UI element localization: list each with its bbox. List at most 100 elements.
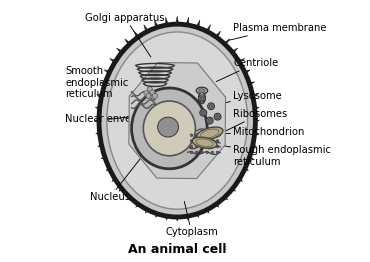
Polygon shape xyxy=(117,48,123,54)
Polygon shape xyxy=(252,94,258,97)
Polygon shape xyxy=(196,213,199,217)
Polygon shape xyxy=(176,16,179,24)
Ellipse shape xyxy=(199,95,205,102)
Ellipse shape xyxy=(143,101,195,156)
Polygon shape xyxy=(186,216,189,220)
Text: An animal cell: An animal cell xyxy=(128,243,226,256)
Ellipse shape xyxy=(206,145,208,148)
Text: Nucleus: Nucleus xyxy=(90,155,143,203)
Ellipse shape xyxy=(211,140,213,142)
Ellipse shape xyxy=(144,91,149,96)
Polygon shape xyxy=(255,106,259,110)
Polygon shape xyxy=(136,203,139,207)
Polygon shape xyxy=(206,25,211,32)
Polygon shape xyxy=(215,203,219,207)
Ellipse shape xyxy=(208,119,212,122)
Text: Lysosome: Lysosome xyxy=(224,91,282,103)
Ellipse shape xyxy=(200,97,204,100)
Polygon shape xyxy=(125,39,131,45)
Polygon shape xyxy=(154,20,158,28)
Ellipse shape xyxy=(195,151,198,154)
Ellipse shape xyxy=(147,87,152,92)
Ellipse shape xyxy=(208,103,215,110)
Ellipse shape xyxy=(196,87,208,94)
Ellipse shape xyxy=(190,140,193,142)
Ellipse shape xyxy=(99,24,255,217)
Ellipse shape xyxy=(107,32,248,209)
Polygon shape xyxy=(176,217,179,221)
Polygon shape xyxy=(165,216,168,220)
Ellipse shape xyxy=(216,151,219,154)
Polygon shape xyxy=(96,132,100,135)
Polygon shape xyxy=(144,25,149,32)
Polygon shape xyxy=(196,20,200,28)
Text: Smooth
endoplasmic
reticulum: Smooth endoplasmic reticulum xyxy=(65,66,134,99)
Text: Golgi apparatus: Golgi apparatus xyxy=(85,13,165,57)
Polygon shape xyxy=(110,58,116,63)
Ellipse shape xyxy=(216,115,219,118)
Ellipse shape xyxy=(200,95,204,101)
Polygon shape xyxy=(98,144,102,147)
Ellipse shape xyxy=(214,113,221,120)
Text: Mitochondrion: Mitochondrion xyxy=(226,127,305,137)
Ellipse shape xyxy=(195,134,198,137)
Polygon shape xyxy=(95,106,100,110)
Ellipse shape xyxy=(195,145,198,148)
Polygon shape xyxy=(255,132,259,135)
Polygon shape xyxy=(206,209,209,213)
Polygon shape xyxy=(112,178,116,181)
Ellipse shape xyxy=(201,134,203,137)
Polygon shape xyxy=(249,156,253,159)
Polygon shape xyxy=(97,94,102,97)
Polygon shape xyxy=(101,156,105,159)
Ellipse shape xyxy=(211,151,213,154)
Ellipse shape xyxy=(190,151,193,154)
Ellipse shape xyxy=(216,140,219,142)
Ellipse shape xyxy=(206,117,213,124)
Ellipse shape xyxy=(201,140,203,142)
Ellipse shape xyxy=(211,145,213,148)
Ellipse shape xyxy=(206,134,208,137)
Polygon shape xyxy=(134,31,139,38)
Polygon shape xyxy=(104,70,110,74)
Ellipse shape xyxy=(199,92,205,104)
Ellipse shape xyxy=(158,117,178,137)
Polygon shape xyxy=(223,196,228,200)
Polygon shape xyxy=(255,119,259,122)
Polygon shape xyxy=(106,167,110,171)
Ellipse shape xyxy=(192,137,217,148)
Ellipse shape xyxy=(206,140,208,142)
Ellipse shape xyxy=(201,111,205,114)
Ellipse shape xyxy=(199,89,205,92)
Polygon shape xyxy=(129,63,225,179)
Ellipse shape xyxy=(190,134,193,137)
Ellipse shape xyxy=(201,151,203,154)
Text: Nuclear envelope: Nuclear envelope xyxy=(65,114,152,124)
Ellipse shape xyxy=(216,134,219,137)
Ellipse shape xyxy=(196,127,223,140)
Polygon shape xyxy=(244,167,249,171)
Polygon shape xyxy=(215,31,221,38)
Polygon shape xyxy=(238,58,245,63)
Polygon shape xyxy=(232,188,236,191)
Polygon shape xyxy=(249,82,255,85)
Polygon shape xyxy=(223,39,230,45)
Ellipse shape xyxy=(201,145,203,148)
Polygon shape xyxy=(155,213,158,217)
Text: Centriole: Centriole xyxy=(216,58,279,82)
Polygon shape xyxy=(238,178,243,181)
Polygon shape xyxy=(145,209,149,213)
Ellipse shape xyxy=(190,145,193,148)
Ellipse shape xyxy=(216,145,219,148)
Polygon shape xyxy=(100,82,105,85)
Ellipse shape xyxy=(200,109,206,116)
Polygon shape xyxy=(186,17,189,25)
Polygon shape xyxy=(165,17,168,25)
Text: Ribosomes: Ribosomes xyxy=(223,109,287,132)
Polygon shape xyxy=(95,119,99,122)
Polygon shape xyxy=(232,48,238,54)
Ellipse shape xyxy=(209,105,213,108)
Text: Rough endoplasmic
reticulum: Rough endoplasmic reticulum xyxy=(224,145,331,167)
Polygon shape xyxy=(127,196,131,200)
Ellipse shape xyxy=(132,88,207,169)
